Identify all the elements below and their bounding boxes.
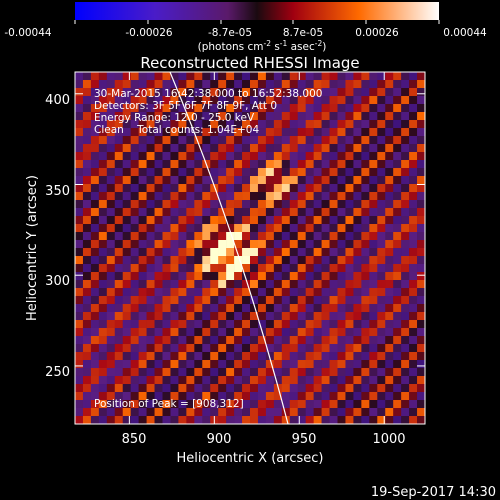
clean-counts-text: Clean Total counts: 1.04E+04 (94, 124, 259, 136)
colorbar: -0.00044 -0.00026 -8.7e-05 8.7e-05 0.000… (4, 2, 487, 53)
colorbar-tick-label: 8.7e-05 (283, 27, 323, 39)
peak-position-text: Position of Peak = [908,312] (94, 398, 244, 410)
colorbar-gradient (75, 2, 439, 20)
x-tick-label: 1000 (372, 432, 405, 447)
solar-limb-line (169, 72, 289, 424)
x-axis-label: Heliocentric X (arcsec) (177, 451, 324, 466)
detectors-text: Detectors: 3F 5F 6F 7F 8F 9F, Att 0 (94, 100, 277, 112)
plot-title: Reconstructed RHESSI Image (140, 54, 359, 72)
x-tick-label: 950 (292, 432, 317, 447)
colorbar-ticks (74, 20, 440, 24)
colorbar-tick-label: 0.00044 (443, 27, 487, 39)
colorbar-tick-label: -0.00026 (125, 27, 173, 39)
colorbar-tick-label: -8.7e-05 (208, 27, 252, 39)
x-tick-label: 850 (122, 432, 147, 447)
x-tick-label: 900 (207, 432, 232, 447)
colorbar-tick-label: -0.00044 (4, 27, 52, 39)
y-tick-label: 250 (45, 365, 70, 380)
colorbar-tick-label: 0.00026 (355, 27, 399, 39)
plot-frame (74, 71, 426, 425)
colorbar-units: (photons cm-2 s-1 asec-2) (198, 39, 327, 53)
y-tick-label: 400 (45, 93, 70, 108)
image-map (75, 72, 425, 424)
axis-ticks (75, 72, 425, 424)
y-tick-label: 300 (45, 274, 70, 289)
image-pixels (75, 72, 425, 424)
timestamp: 19-Sep-2017 14:30 (371, 485, 496, 500)
time-range-text: 30-Mar-2015 16:42:38.000 to 16:52:38.000 (94, 88, 322, 100)
energy-range-text: Energy Range: 12.0 - 25.0 keV (94, 112, 255, 124)
y-axis-label: Heliocentric Y (arcsec) (25, 175, 40, 321)
y-tick-label: 350 (45, 184, 70, 199)
info-annotations: 30-Mar-2015 16:42:38.000 to 16:52:38.000… (94, 88, 322, 410)
